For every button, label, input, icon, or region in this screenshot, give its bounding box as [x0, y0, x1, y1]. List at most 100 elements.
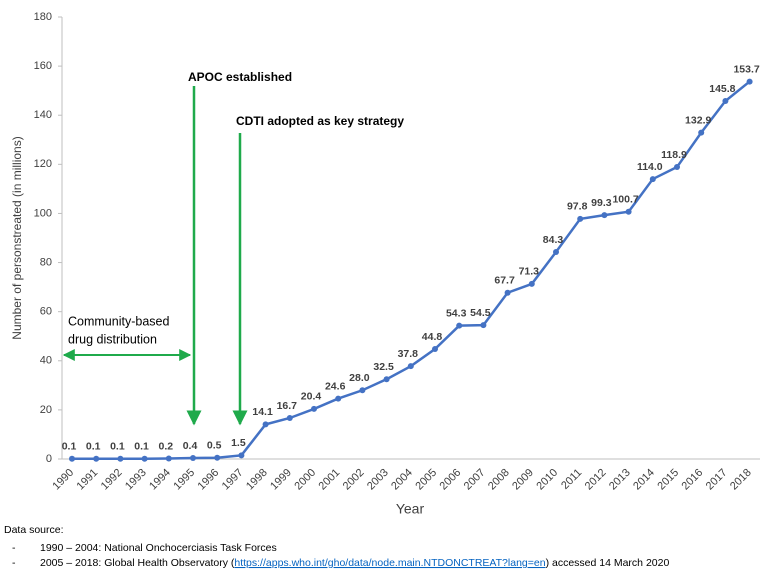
- data-label: 0.1: [86, 441, 101, 453]
- data-label: 20.4: [301, 391, 322, 403]
- data-label: 100.7: [612, 194, 638, 206]
- data-point: [69, 455, 75, 462]
- annotation: CDTI adopted as key strategy: [236, 114, 404, 128]
- data-label: 114.0: [637, 161, 663, 173]
- data-label: 84.3: [543, 234, 564, 246]
- x-tick-label: 2016: [680, 467, 706, 493]
- x-tick-label: 2003: [365, 467, 391, 493]
- x-tick-label: 2015: [655, 467, 681, 493]
- y-tick-label: 60: [40, 306, 52, 318]
- y-tick-label: 40: [40, 355, 52, 367]
- data-point: [214, 454, 221, 461]
- data-label: 44.8: [422, 331, 443, 343]
- data-point: [553, 248, 559, 255]
- data-point: [432, 345, 438, 352]
- x-tick-label: 1994: [147, 467, 173, 493]
- y-axis-title: Number of personstreated (in millions): [10, 136, 24, 339]
- data-label: 28.0: [349, 372, 370, 384]
- data-label: 54.5: [470, 307, 491, 319]
- data-point: [577, 215, 584, 222]
- data-label: 67.7: [494, 275, 515, 287]
- data-label: 145.8: [709, 83, 735, 95]
- data-point: [359, 387, 366, 394]
- data-label: 32.5: [373, 361, 394, 373]
- data-point: [601, 212, 608, 219]
- data-label: 37.8: [398, 348, 419, 360]
- data-label: 16.7: [277, 400, 298, 412]
- y-tick-label: 100: [34, 207, 52, 219]
- data-label: 24.6: [325, 380, 346, 392]
- x-axis-title: Year: [396, 501, 425, 517]
- data-label: 0.1: [134, 441, 149, 453]
- data-label: 0.2: [158, 440, 173, 452]
- data-point: [649, 176, 656, 183]
- x-tick-label: 2017: [704, 467, 730, 493]
- data-point: [165, 455, 172, 462]
- data-point: [504, 289, 511, 296]
- x-tick-label: 1997: [220, 467, 246, 493]
- footnote-text: 2005 – 2018: Global Health Observatory (: [40, 557, 235, 569]
- y-tick-label: 160: [34, 60, 52, 72]
- y-tick-label: 0: [46, 453, 52, 465]
- data-point: [674, 164, 680, 171]
- data-label: 0.4: [183, 440, 198, 452]
- annotation: Community-based: [68, 314, 169, 328]
- x-tick-label: 2010: [534, 467, 560, 493]
- footnote-link[interactable]: https://apps.who.int/gho/data/node.main.…: [234, 557, 545, 569]
- data-point: [141, 455, 148, 462]
- data-label: 153.7: [733, 63, 759, 75]
- x-tick-label: 2012: [583, 467, 609, 493]
- x-tick-label: 1990: [50, 467, 76, 493]
- footnote: 2005 – 2018: Global Health Observatory (…: [40, 557, 669, 569]
- data-label: 132.9: [685, 114, 711, 126]
- data-point: [407, 363, 414, 370]
- x-tick-label: 1991: [75, 467, 101, 493]
- y-tick-label: 180: [34, 11, 52, 23]
- x-tick-label: 1995: [171, 467, 197, 493]
- x-tick-label: 2018: [728, 467, 754, 493]
- x-tick-label: 2005: [413, 467, 439, 493]
- data-label: 71.3: [519, 266, 540, 278]
- data-label: 14.1: [252, 406, 273, 418]
- data-label: 118.9: [661, 149, 687, 161]
- data-label: 1.5: [231, 437, 246, 449]
- x-tick-label: 2000: [292, 467, 318, 493]
- data-point: [262, 421, 269, 428]
- x-tick-label: 2011: [559, 467, 584, 492]
- data-point: [286, 414, 293, 421]
- data-point: [383, 376, 390, 383]
- x-tick-label: 1998: [244, 467, 270, 493]
- data-point: [625, 208, 632, 215]
- annotation: drug distribution: [68, 332, 157, 346]
- data-point: [528, 280, 535, 287]
- footnote: 1990 – 2004: National Onchocerciasis Tas…: [40, 542, 277, 554]
- x-tick-label: 1992: [99, 467, 125, 493]
- data-point: [722, 97, 729, 104]
- x-tick-label: 2006: [438, 467, 464, 493]
- data-point: [698, 129, 705, 136]
- data-label: 99.3: [591, 197, 612, 209]
- data-point: [746, 78, 753, 85]
- x-tick-label: 2013: [607, 467, 633, 493]
- x-tick-label: 2014: [631, 467, 657, 493]
- x-tick-label: 2008: [486, 467, 512, 493]
- x-tick-label: 2002: [341, 467, 367, 493]
- annotation: APOC established: [188, 70, 292, 84]
- data-label: 97.8: [567, 201, 588, 213]
- footnote-bullet: -: [12, 542, 16, 554]
- footnote-heading: Data source:: [4, 524, 64, 536]
- data-label: 54.3: [446, 307, 467, 319]
- y-tick-label: 140: [34, 109, 52, 121]
- y-tick-label: 120: [34, 158, 52, 170]
- footnote-text: ) accessed 14 March 2020: [546, 557, 670, 569]
- x-tick-label: 1996: [196, 467, 222, 493]
- data-label: 0.1: [62, 441, 77, 453]
- x-tick-label: 1999: [268, 467, 294, 493]
- y-tick-label: 20: [40, 404, 52, 416]
- data-point: [238, 452, 245, 459]
- data-point: [311, 405, 317, 412]
- data-point: [335, 395, 342, 402]
- footnote-bullet: -: [12, 557, 16, 569]
- x-tick-label: 2007: [462, 467, 488, 493]
